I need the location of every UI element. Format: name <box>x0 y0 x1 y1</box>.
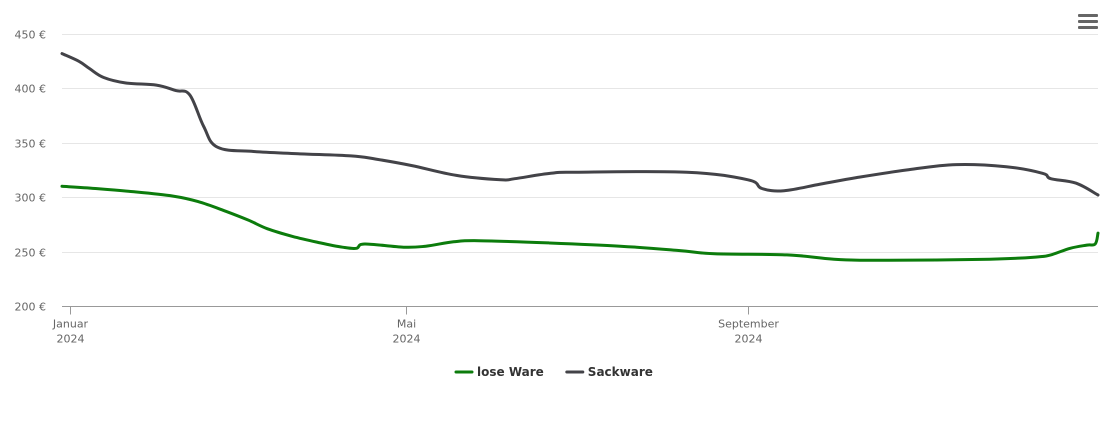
hamburger-menu-icon[interactable] <box>1076 12 1100 32</box>
x-tick-label: September <box>718 318 779 331</box>
y-tick-label: 400 € <box>15 83 47 96</box>
y-tick-label: 350 € <box>15 138 47 151</box>
legend-item[interactable]: lose Ware <box>454 365 544 379</box>
x-tick-sublabel: 2024 <box>393 333 421 346</box>
legend-label: Sackware <box>588 365 653 379</box>
series-lines <box>60 52 1100 262</box>
x-tick-sublabel: 2024 <box>735 333 763 346</box>
y-axis: 200 € 250 € 300 € 350 € 400 € 450 € <box>15 29 47 314</box>
menu-bar <box>1078 14 1098 17</box>
legend-item[interactable]: Sackware <box>565 365 653 379</box>
y-tick-label: 200 € <box>15 301 47 314</box>
x-axis: Januar 2024 Mai 2024 September 2024 <box>52 306 1098 346</box>
series-line-sackware <box>60 52 1100 197</box>
series-line-lose-ware <box>60 184 1100 262</box>
y-tick-label: 450 € <box>15 29 47 42</box>
y-tick-label: 300 € <box>15 192 47 205</box>
x-tick-label: Januar <box>52 318 89 331</box>
grid-lines <box>62 34 1098 253</box>
y-tick-label: 250 € <box>15 247 47 260</box>
legend[interactable]: lose Ware Sackware <box>454 365 653 379</box>
x-tick-sublabel: 2024 <box>57 333 85 346</box>
menu-bar <box>1078 26 1098 29</box>
legend-label: lose Ware <box>477 365 544 379</box>
x-tick-label: Mai <box>397 318 416 331</box>
menu-bar <box>1078 20 1098 23</box>
